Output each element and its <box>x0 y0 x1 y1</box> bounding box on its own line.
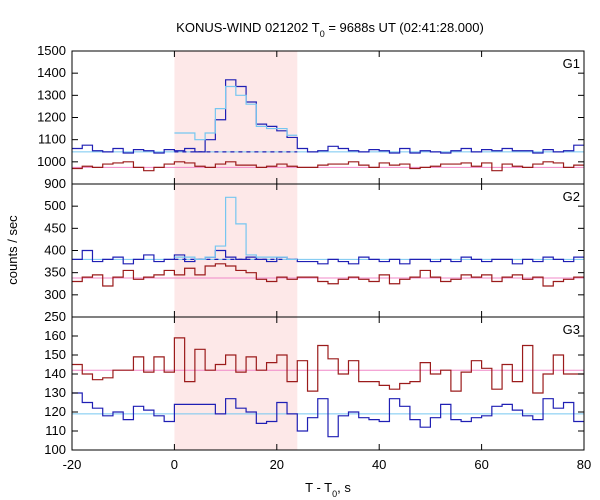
x-tick-label: 0 <box>171 457 178 472</box>
x-tick-label: 60 <box>474 457 488 472</box>
y-tick-label: 130 <box>44 385 66 400</box>
x-tick-label: 40 <box>372 457 386 472</box>
y-tick-label: 110 <box>45 423 66 438</box>
y-tick-label: 900 <box>44 176 66 191</box>
series-upper-step <box>72 249 584 265</box>
panel-label: G2 <box>563 189 580 204</box>
y-tick-label: 160 <box>44 328 66 343</box>
x-axis-label: T - T0, s <box>305 480 351 499</box>
series-lower-step <box>72 263 584 287</box>
series-lower-step <box>72 392 584 438</box>
y-axis-label: counts / sec <box>5 215 20 285</box>
y-tick-label: 400 <box>44 243 66 258</box>
x-tick-label: 20 <box>270 457 284 472</box>
series-upper-step <box>72 337 584 394</box>
panel-frame <box>71 183 585 318</box>
panel-frame <box>71 316 585 451</box>
y-tick-label: 1500 <box>37 43 66 58</box>
y-tick-label: 120 <box>44 404 66 419</box>
panel-label: G3 <box>563 322 580 337</box>
panel-g3: 100 110 120 130 140 150 160 G3 <box>44 316 585 457</box>
y-tick-label: 450 <box>44 220 66 235</box>
x-tick-label: 80 <box>577 457 591 472</box>
panel-g1: 900 1000 1100 1200 1300 1400 1500 G1 <box>37 43 585 191</box>
y-tick-label: 100 <box>44 442 66 457</box>
series-lower-step <box>72 161 584 172</box>
y-tick-label: 350 <box>44 265 66 280</box>
y-tick-label: 1200 <box>37 110 66 125</box>
series-burst-step <box>174 85 298 141</box>
series-upper-step <box>72 79 584 154</box>
y-tick-label: 250 <box>44 309 66 324</box>
y-tick-label: 300 <box>44 287 66 302</box>
y-tick-label: 1100 <box>38 132 66 147</box>
series-burst-step <box>174 196 298 260</box>
chart-title: KONUS-WIND 021202 T0 = 9688s UT (02:41:2… <box>176 20 484 39</box>
y-tick-label: 500 <box>44 198 66 213</box>
y-tick-label: 1400 <box>37 65 66 80</box>
panel-g2: 250 300 350 400 450 500 G2 <box>44 183 585 324</box>
highlight-region <box>174 317 298 450</box>
panel-label: G1 <box>563 56 580 71</box>
y-tick-label: 150 <box>44 347 66 362</box>
y-tick-label: 140 <box>44 366 66 381</box>
y-tick-label: 1300 <box>37 87 66 102</box>
x-tick-label: -20 <box>63 457 82 472</box>
y-tick-label: 1000 <box>37 154 66 169</box>
